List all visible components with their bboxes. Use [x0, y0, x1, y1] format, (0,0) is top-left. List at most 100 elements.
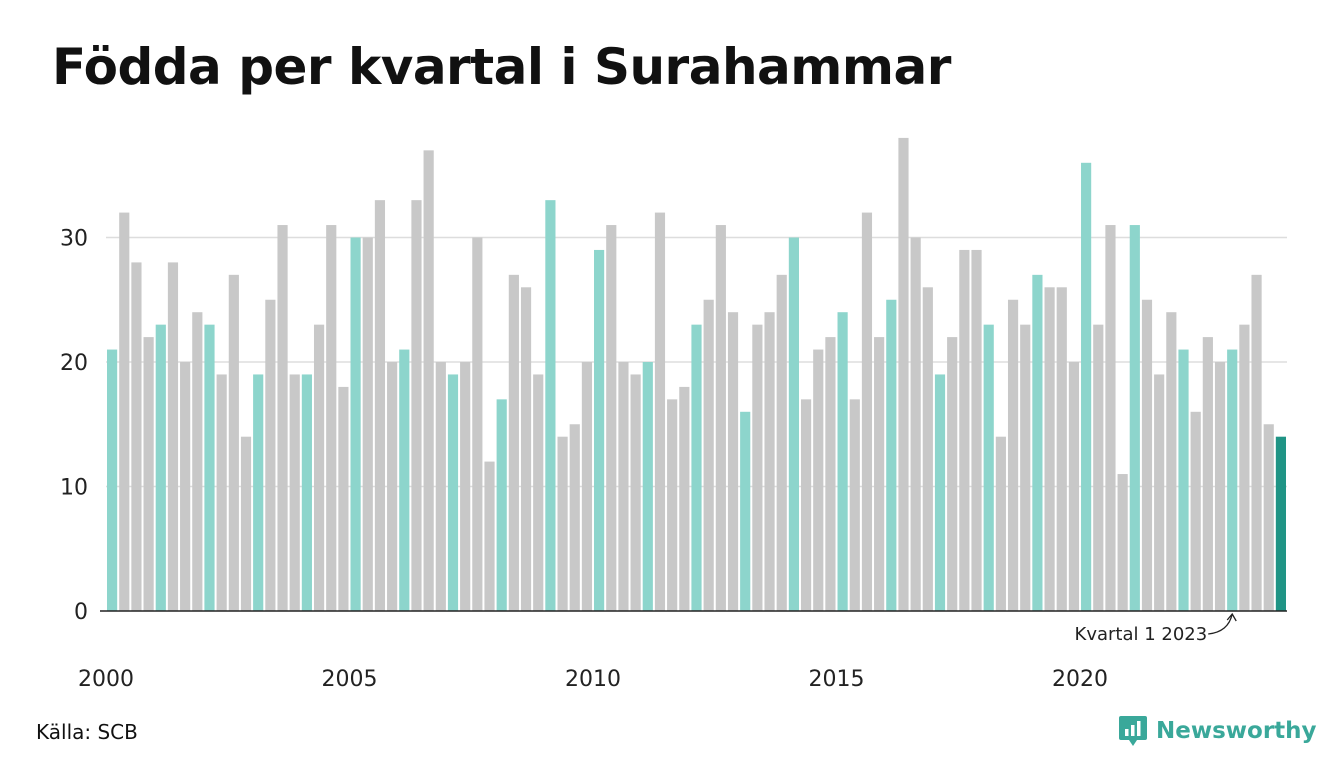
bar — [350, 237, 361, 611]
bar — [520, 287, 532, 611]
bar — [618, 362, 629, 611]
bar — [715, 225, 726, 612]
bar — [861, 212, 873, 611]
bar — [910, 237, 921, 611]
bar — [277, 225, 288, 612]
bars — [107, 137, 1286, 612]
bar — [1251, 274, 1262, 611]
x-tick-label: 2015 — [809, 667, 865, 692]
bar — [898, 137, 909, 611]
bar — [886, 299, 897, 611]
bar — [435, 362, 446, 611]
bar — [971, 249, 982, 611]
bar — [1129, 225, 1140, 612]
newsworthy-logo-icon — [1119, 716, 1147, 746]
bar — [289, 374, 300, 611]
bar — [1154, 374, 1165, 611]
bar — [1020, 324, 1031, 611]
bar — [594, 249, 605, 611]
y-axis-ticks: 0 10 20 30 — [60, 227, 88, 626]
bar — [508, 274, 519, 611]
bar — [667, 399, 678, 611]
bar — [1007, 299, 1019, 611]
annotation-label: Kvartal 1 2023 — [1075, 624, 1208, 645]
bar — [727, 312, 739, 611]
bar — [752, 324, 763, 611]
bar — [326, 225, 337, 612]
bar — [1056, 287, 1067, 611]
bar — [1263, 424, 1274, 611]
bar — [1068, 362, 1080, 611]
bar — [107, 349, 118, 611]
bar — [557, 436, 568, 611]
bar — [1214, 362, 1226, 611]
bar — [313, 324, 325, 611]
bar — [1117, 474, 1128, 611]
y-tick-label: 20 — [60, 351, 88, 376]
bar — [204, 324, 215, 611]
bar — [776, 274, 787, 611]
bar — [472, 237, 483, 611]
bar — [1093, 324, 1104, 611]
bar — [216, 374, 227, 611]
bar — [654, 212, 666, 611]
annotation: Kvartal 1 2023 — [1075, 612, 1237, 645]
bar — [740, 411, 751, 611]
bar — [192, 312, 203, 611]
bar — [119, 212, 130, 611]
x-axis-ticks: 2000 2005 2010 2015 2020 — [78, 667, 1108, 692]
bar — [374, 200, 386, 611]
bar — [642, 362, 653, 611]
annotation-arrow — [1208, 612, 1237, 635]
y-tick-label: 10 — [60, 476, 88, 501]
bar — [1081, 162, 1092, 612]
bar — [837, 312, 848, 611]
bar — [1227, 349, 1238, 611]
bar — [959, 249, 970, 611]
bar — [338, 386, 349, 611]
bar — [301, 374, 312, 611]
bar — [228, 274, 239, 611]
bar — [995, 436, 1006, 611]
bar — [679, 386, 690, 611]
chart-title: Födda per kvartal i Surahammar — [52, 38, 951, 96]
bar — [849, 399, 860, 611]
bar — [387, 362, 398, 611]
bar — [606, 225, 617, 612]
bar — [399, 349, 410, 611]
bar — [253, 374, 264, 611]
bar — [362, 237, 373, 611]
bar — [691, 324, 702, 611]
bar — [1141, 299, 1153, 611]
x-tick-label: 2020 — [1052, 667, 1108, 692]
bar — [1239, 324, 1250, 611]
bar — [496, 399, 507, 611]
x-tick-label: 2000 — [78, 667, 134, 692]
bar — [167, 262, 179, 611]
bar — [545, 200, 556, 611]
bar — [180, 362, 191, 611]
bar — [411, 200, 422, 611]
bar — [1166, 312, 1177, 611]
bar — [934, 374, 946, 611]
bar — [143, 337, 154, 611]
bar — [423, 150, 434, 611]
bar — [460, 362, 471, 611]
x-tick-label: 2010 — [565, 667, 621, 692]
bar — [1178, 349, 1189, 611]
bar — [484, 461, 495, 611]
bar — [533, 374, 544, 611]
y-tick-label: 0 — [74, 600, 88, 625]
bar — [1275, 436, 1286, 611]
bar — [1190, 411, 1201, 611]
bar — [240, 436, 252, 611]
bar — [703, 299, 714, 611]
bar — [1202, 337, 1213, 611]
bar — [788, 237, 799, 611]
bar — [131, 262, 142, 611]
bar — [265, 299, 276, 611]
bar — [1032, 274, 1043, 611]
bar-chart: 0 10 20 30 2000 2005 2010 2015 2020 Kvartal 1 2… — [60, 137, 1287, 692]
bar — [800, 399, 812, 611]
bar — [813, 349, 824, 611]
